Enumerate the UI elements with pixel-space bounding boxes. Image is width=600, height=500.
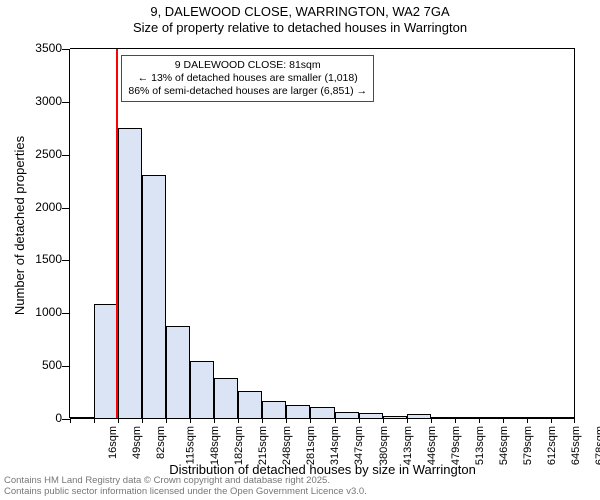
x-tick-label: 645sqm — [570, 426, 582, 465]
x-tick — [431, 418, 432, 423]
x-tick — [190, 418, 191, 423]
x-tick — [238, 418, 239, 423]
x-tick — [479, 418, 480, 423]
x-tick-label: 248sqm — [281, 426, 293, 465]
y-tick-label: 1500 — [12, 252, 62, 266]
histogram-bar — [190, 361, 214, 418]
histogram-bar — [214, 378, 238, 418]
histogram-bar — [479, 417, 503, 418]
x-tick-label: 281sqm — [306, 426, 318, 465]
y-tick — [62, 419, 70, 420]
x-tick-label: 513sqm — [474, 426, 486, 465]
title-line1: 9, DALEWOOD CLOSE, WARRINGTON, WA2 7GA — [0, 4, 600, 20]
x-tick — [286, 418, 287, 423]
x-axis-line — [70, 418, 574, 419]
histogram-bar — [262, 401, 286, 418]
y-tick-label: 2500 — [12, 147, 62, 161]
footer-line2: Contains public sector information licen… — [4, 487, 367, 498]
x-tick-label: 579sqm — [522, 426, 534, 465]
callout-line1: 9 DALEWOOD CLOSE: 81sqm — [128, 59, 367, 72]
histogram-bar — [503, 417, 527, 418]
y-tick-label: 1000 — [12, 305, 62, 319]
x-tick — [262, 418, 263, 423]
plot-area: 9 DALEWOOD CLOSE: 81sqm← 13% of detached… — [70, 48, 575, 418]
x-tick — [527, 418, 528, 423]
x-tick — [70, 418, 71, 423]
y-tick-label: 0 — [12, 411, 62, 425]
x-tick — [383, 418, 384, 423]
histogram-bar — [310, 407, 334, 418]
histogram-bar — [359, 413, 383, 418]
footer-attribution: Contains HM Land Registry data © Crown c… — [4, 476, 367, 498]
y-tick — [62, 260, 70, 261]
x-tick-label: 347sqm — [354, 426, 366, 465]
histogram-bar — [142, 175, 166, 418]
callout-line3: 86% of semi-detached houses are larger (… — [128, 85, 367, 98]
histogram-bar — [70, 417, 94, 418]
histogram-bar — [335, 412, 359, 418]
x-tick — [94, 418, 95, 423]
chart-container: 9, DALEWOOD CLOSE, WARRINGTON, WA2 7GA S… — [0, 0, 600, 500]
y-tick — [62, 208, 70, 209]
x-tick — [407, 418, 408, 423]
x-tick — [503, 418, 504, 423]
x-tick-label: 314sqm — [330, 426, 342, 465]
x-tick — [310, 418, 311, 423]
marker-callout: 9 DALEWOOD CLOSE: 81sqm← 13% of detached… — [121, 55, 374, 102]
x-tick-label: 215sqm — [257, 426, 269, 465]
histogram-bar — [166, 326, 190, 418]
x-tick — [359, 418, 360, 423]
y-axis-line — [69, 49, 70, 418]
y-tick — [62, 313, 70, 314]
x-tick — [166, 418, 167, 423]
x-tick-label: 182sqm — [233, 426, 245, 465]
title-line2: Size of property relative to detached ho… — [0, 20, 600, 36]
x-tick-label: 446sqm — [426, 426, 438, 465]
x-tick-label: 479sqm — [450, 426, 462, 465]
x-tick-label: 115sqm — [184, 426, 196, 464]
histogram-bar — [94, 304, 118, 418]
x-tick-label: 148sqm — [209, 426, 221, 465]
x-tick — [551, 418, 552, 423]
histogram-bar — [527, 417, 551, 418]
y-tick — [62, 366, 70, 367]
x-tick-label: 546sqm — [498, 426, 510, 465]
y-tick — [62, 49, 70, 50]
y-tick-label: 500 — [12, 358, 62, 372]
histogram-bar — [118, 128, 142, 418]
chart-title: 9, DALEWOOD CLOSE, WARRINGTON, WA2 7GA S… — [0, 4, 600, 37]
x-tick — [574, 418, 575, 423]
x-tick — [142, 418, 143, 423]
x-tick — [118, 418, 119, 423]
x-tick-label: 678sqm — [594, 426, 600, 465]
x-tick-label: 82sqm — [155, 426, 167, 459]
x-tick-label: 413sqm — [402, 426, 414, 465]
x-tick-label: 380sqm — [378, 426, 390, 465]
histogram-bar — [455, 417, 479, 418]
y-axis-label-text: Number of detached properties — [12, 136, 27, 315]
x-tick-label: 49sqm — [131, 426, 143, 459]
x-tick — [455, 418, 456, 423]
x-tick-label: 612sqm — [546, 426, 558, 465]
x-tick — [335, 418, 336, 423]
histogram-bar — [551, 417, 575, 418]
histogram-bar — [431, 417, 455, 418]
y-tick-label: 3000 — [12, 94, 62, 108]
x-tick-label: 16sqm — [107, 426, 119, 459]
y-tick-label: 2000 — [12, 200, 62, 214]
callout-line2: ← 13% of detached houses are smaller (1,… — [128, 72, 367, 85]
plot-inner: 9 DALEWOOD CLOSE: 81sqm← 13% of detached… — [70, 49, 574, 418]
histogram-bar — [383, 416, 407, 418]
histogram-bar — [286, 405, 310, 418]
marker-line — [116, 49, 118, 418]
y-tick — [62, 155, 70, 156]
y-tick-label: 3500 — [12, 41, 62, 55]
y-tick — [62, 102, 70, 103]
x-tick — [214, 418, 215, 423]
histogram-bar — [238, 391, 262, 418]
histogram-bar — [407, 414, 431, 418]
